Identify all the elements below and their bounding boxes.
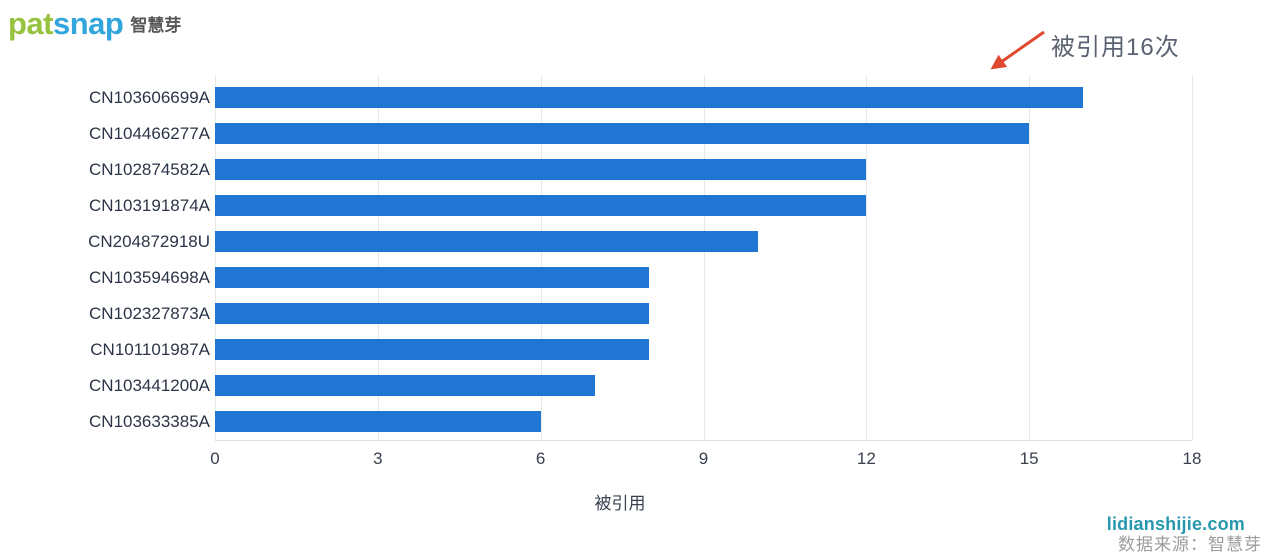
logo-text-pat: pat — [8, 6, 54, 41]
bar-CN103594698A[interactable] — [215, 267, 650, 288]
gridline-x-9 — [703, 75, 705, 440]
data-source-text: 数据来源：智慧芽 — [1118, 535, 1262, 554]
x-axis-ticks: 0 3 6 9 12 15 18 — [210, 449, 1201, 468]
bar-CN101101987A[interactable] — [215, 339, 650, 360]
logo-text-chinese: 智慧芽 — [130, 16, 182, 35]
bar-CN103633385A[interactable] — [215, 411, 541, 432]
gridline-x-12 — [866, 75, 868, 440]
category-label-CN103191874A: CN103191874A — [89, 195, 210, 215]
x-tick-label-6: 6 — [535, 449, 546, 468]
x-tick-label-12: 12 — [856, 449, 876, 468]
category-label-CN103633385A: CN103633385A — [89, 411, 210, 431]
bar-CN103191874A[interactable] — [215, 195, 867, 216]
bar-CN102874582A[interactable] — [215, 159, 867, 180]
x-axis-title: 被引用 — [594, 494, 646, 513]
x-tick-label-18: 18 — [1182, 449, 1202, 468]
x-tick-label-3: 3 — [373, 449, 383, 468]
category-label-CN204872918U: CN204872918U — [88, 231, 210, 251]
logo-text-snap: snap — [53, 6, 124, 41]
bar-CN104466277A[interactable] — [215, 123, 1030, 144]
watermark-text: lidianshijie.com — [1106, 514, 1245, 534]
category-label-CN101101987A: CN101101987A — [90, 339, 210, 359]
gridline-x-15 — [1029, 75, 1031, 440]
category-label-CN102874582A: CN102874582A — [89, 159, 210, 179]
category-label-CN103594698A: CN103594698A — [89, 267, 210, 287]
x-tick-label-15: 15 — [1019, 449, 1039, 468]
category-label-CN103441200A: CN103441200A — [89, 375, 210, 395]
bar-CN103606699A[interactable] — [215, 87, 1084, 108]
logo-wordmark: patsnap — [8, 6, 124, 41]
patsnap-logo: patsnap 智慧芽 — [8, 8, 181, 40]
annotation-label: 被引用16次 — [1051, 34, 1180, 61]
annotation-arrow-icon — [990, 30, 1045, 70]
x-tick-label-0: 0 — [210, 449, 220, 468]
gridline-x-18 — [1192, 75, 1193, 440]
gridline-x-6 — [540, 75, 542, 440]
bar-chart-plot-area — [215, 75, 1193, 441]
bar-CN103441200A[interactable] — [215, 375, 595, 396]
bar-CN102327873A[interactable] — [215, 303, 650, 324]
gridline-x-3 — [377, 75, 379, 440]
category-label-CN102327873A: CN102327873A — [89, 303, 210, 323]
category-label-CN104466277A: CN104466277A — [89, 123, 210, 143]
x-tick-label-9: 9 — [698, 449, 709, 468]
category-label-CN103606699A: CN103606699A — [89, 87, 210, 107]
gridline-x-0 — [215, 75, 216, 440]
bar-CN204872918U[interactable] — [215, 231, 758, 252]
